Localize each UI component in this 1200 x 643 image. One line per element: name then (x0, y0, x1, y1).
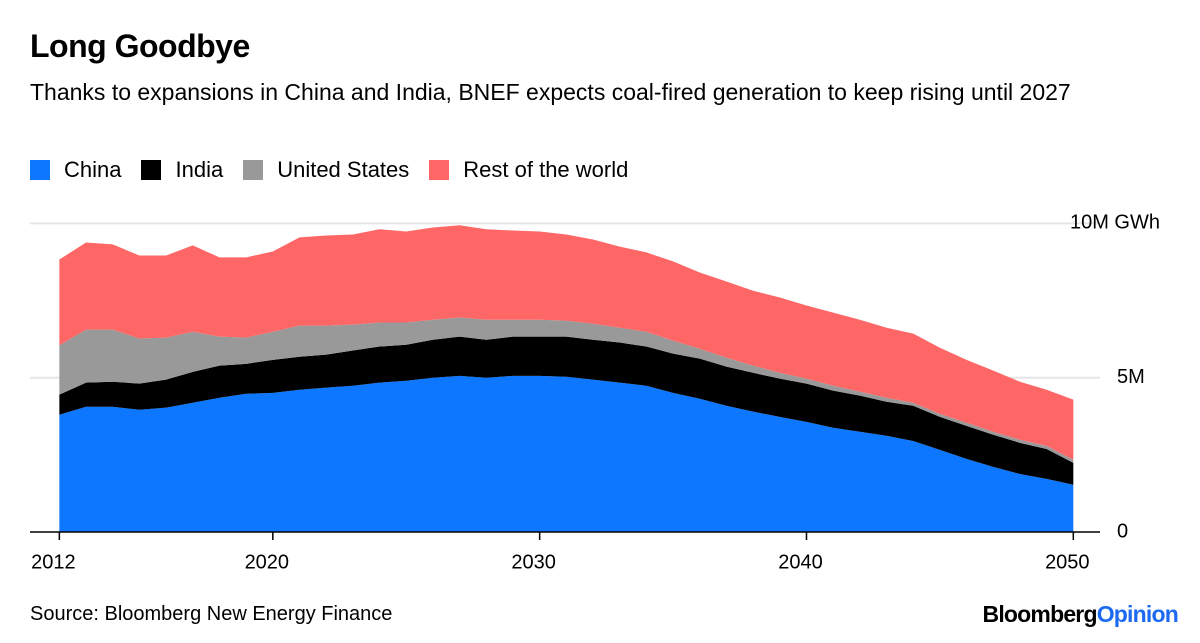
legend-label: India (175, 157, 224, 182)
source-note: Source: Bloomberg New Energy Finance (30, 603, 393, 625)
legend-label: China (64, 157, 122, 182)
chart-subtitle: Thanks to expansions in China and India,… (30, 79, 1071, 105)
brand-logo: BloombergOpinion (982, 601, 1179, 628)
legend-label: United States (277, 157, 410, 182)
area (59, 317, 1074, 463)
area (59, 225, 1074, 460)
legend-swatch (30, 160, 50, 180)
brand-suffix: Opinion (1096, 601, 1179, 627)
legend-swatch (429, 160, 450, 180)
chart: 0 5M 10M GWh 2012 2020 2030 2040 2050 (30, 212, 1160, 573)
area (59, 336, 1074, 485)
brand-name: Bloomberg (982, 601, 1098, 627)
x-tick-label: 2050 (1045, 551, 1090, 573)
chart-title: Long Goodbye (30, 28, 250, 64)
legend-label: Rest of the world (463, 157, 629, 182)
y-tick-label: 0 (1117, 520, 1128, 542)
x-tick-label: 2012 (31, 551, 76, 573)
legend-swatch (141, 160, 162, 180)
y-tick-label: 10M GWh (1070, 212, 1160, 234)
legend-item: United States (243, 157, 409, 183)
legend: China India United States Rest of the world (30, 157, 648, 183)
legend-item: India (141, 157, 223, 183)
legend-item: China (30, 157, 121, 183)
y-tick-label: 5M (1117, 366, 1145, 388)
x-tick-label: 2040 (778, 551, 823, 573)
legend-item: Rest of the world (429, 157, 628, 183)
area (59, 375, 1074, 532)
legend-swatch (243, 160, 264, 180)
x-tick-label: 2030 (511, 551, 556, 573)
x-tick-label: 2020 (245, 551, 290, 573)
